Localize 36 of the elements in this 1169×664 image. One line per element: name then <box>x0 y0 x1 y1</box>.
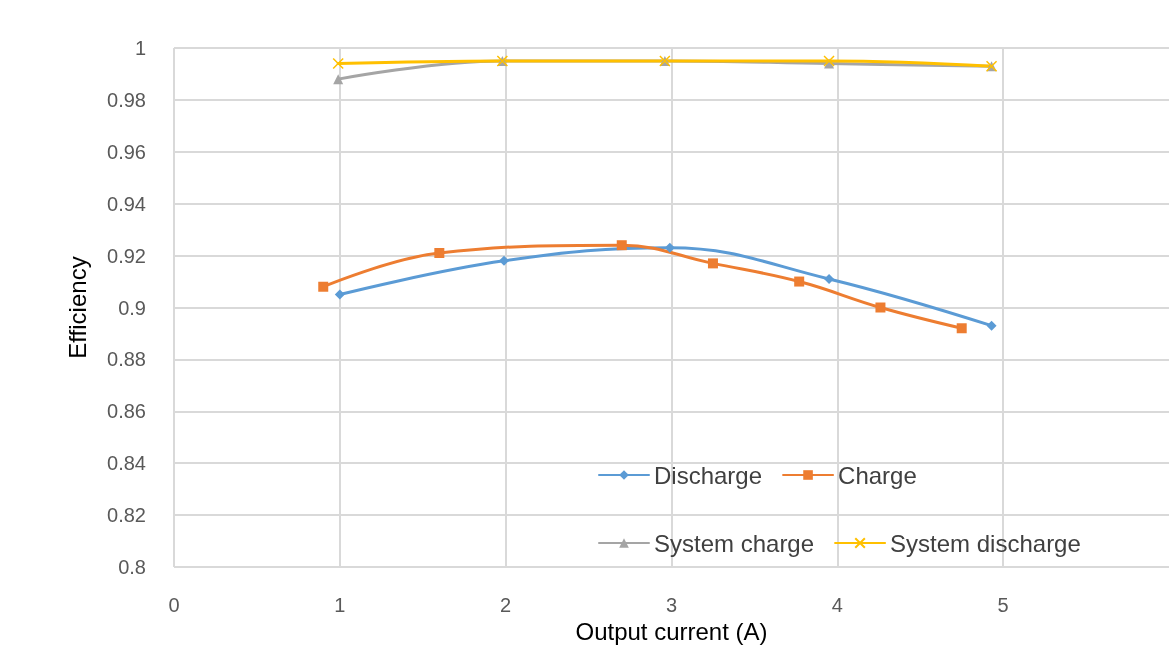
y-tick-label: 0.9 <box>118 296 146 319</box>
y-tick-label: 0.8 <box>118 556 146 578</box>
point <box>986 320 997 331</box>
point <box>334 289 345 300</box>
point <box>956 323 967 334</box>
y-tick-label: 0.86 <box>107 400 146 423</box>
y-tick-label: 0.84 <box>107 452 146 475</box>
y-axis-title: Efficiency <box>63 256 91 359</box>
x-tick-label: 2 <box>500 594 512 616</box>
point <box>333 74 344 85</box>
legend-label: System discharge <box>890 529 1081 557</box>
y-tick-label: 0.82 <box>107 504 146 527</box>
y-tick-label: 0.94 <box>107 192 146 215</box>
y-tick-label: 0.98 <box>107 88 146 111</box>
point <box>499 255 510 266</box>
point <box>707 258 718 269</box>
x-tick-label: 4 <box>831 594 843 616</box>
y-tick-label: 0.92 <box>107 244 146 267</box>
point <box>875 302 886 313</box>
legend-label: Charge <box>838 461 917 489</box>
x-tick-label: 3 <box>665 594 678 616</box>
y-tick-label: 1 <box>134 37 146 59</box>
x-axis-title: Output current (A) <box>575 618 768 646</box>
point <box>434 248 445 259</box>
x-tick-label: 0 <box>168 594 180 616</box>
point <box>794 276 805 287</box>
point <box>616 240 627 251</box>
x-tick-label: 1 <box>334 594 346 616</box>
point <box>332 57 344 70</box>
legend-label: Discharge <box>654 461 763 489</box>
point <box>824 273 835 284</box>
legend-label: System charge <box>654 529 815 557</box>
y-tick-label: 0.88 <box>107 348 146 371</box>
y-tick-label: 0.96 <box>107 140 146 163</box>
point <box>318 281 329 292</box>
x-tick-label: 5 <box>997 594 1009 616</box>
